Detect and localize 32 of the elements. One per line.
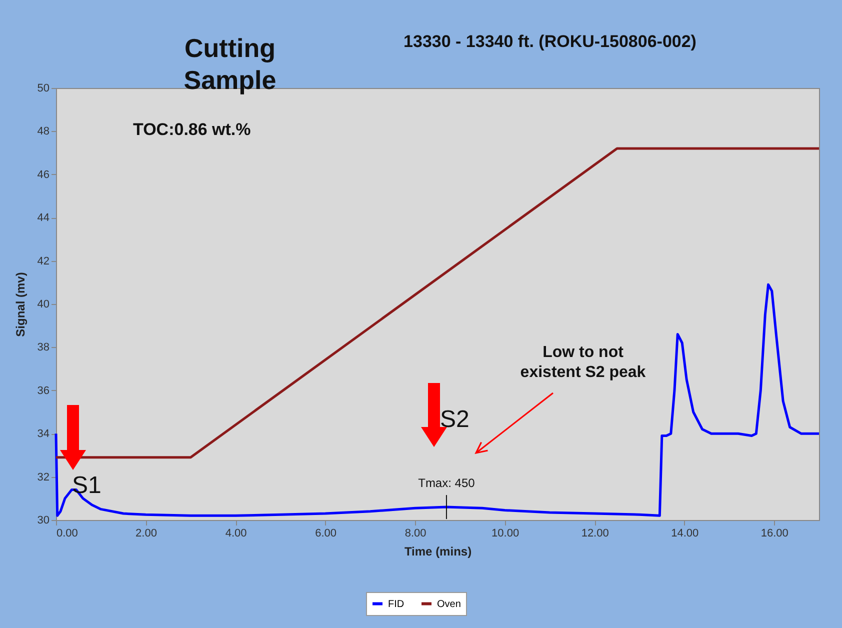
chart-title: Cutting Sample	[182, 32, 278, 96]
y-axis-title: Signal (mv)	[13, 272, 28, 337]
x-tick-label: 0.00	[56, 528, 78, 540]
y-tick-label: 30	[37, 514, 50, 526]
x-tick-label: 16.00	[760, 528, 788, 540]
x-tick-label: 4.00	[225, 528, 247, 540]
y-tick-label: 50	[37, 82, 50, 94]
legend-label: Oven	[437, 598, 461, 610]
annotation: TOC:0.86 wt.%	[133, 120, 251, 140]
legend-label: FID	[388, 598, 404, 610]
x-tick-label: 10.00	[492, 528, 520, 540]
y-tick-label: 40	[37, 298, 50, 310]
chart-subtitle: 13330 - 13340 ft. (ROKU-150806-002)	[402, 32, 698, 52]
x-tick-label: 2.00	[136, 528, 157, 540]
annotation: Low to not existent S2 peak	[520, 344, 646, 381]
y-tick-label: 32	[37, 471, 50, 484]
y-tick-label: 38	[37, 342, 50, 354]
y-tick-label: 46	[37, 168, 50, 181]
x-tick-label: 6.00	[315, 528, 337, 540]
x-tick-label: 14.00	[671, 528, 699, 540]
line-series	[54, 283, 820, 517]
y-tick-label: 42	[37, 255, 50, 268]
annotation: S2	[440, 406, 470, 433]
x-tick-label: 12.00	[581, 528, 609, 540]
annotation: Tmax: 450	[418, 476, 476, 490]
x-tick-label: 8.00	[404, 528, 426, 540]
y-tick-label: 34	[37, 428, 50, 440]
y-tick-label: 44	[37, 212, 50, 224]
y-tick-label: 48	[37, 126, 50, 138]
y-tick-label: 36	[37, 384, 50, 397]
x-axis-title: Time (mins)	[404, 544, 472, 558]
annotation: S1	[72, 472, 102, 499]
